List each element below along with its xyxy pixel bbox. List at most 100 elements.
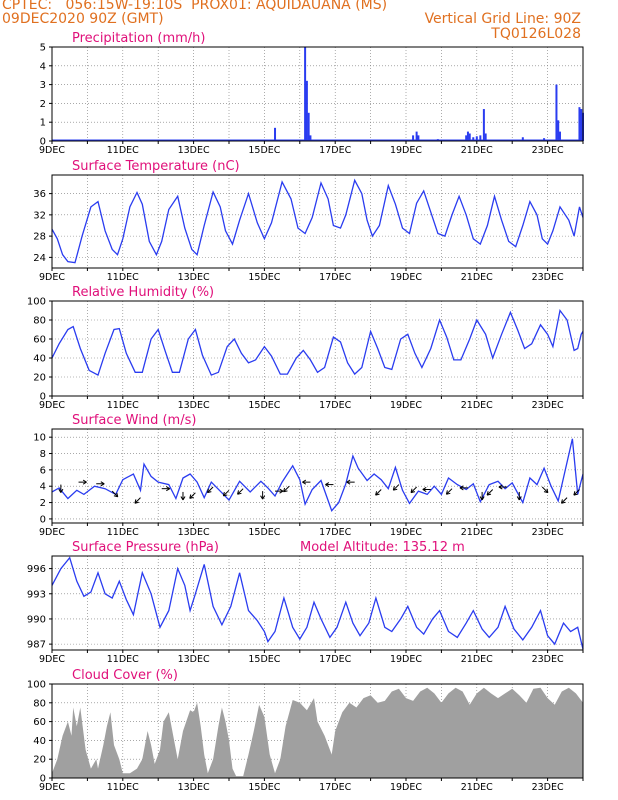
rh-xtick-label: 9DEC [39, 400, 65, 411]
wind-arrow [392, 484, 400, 491]
precip-bar [466, 131, 469, 141]
pres-xtick-label: 23DEC [532, 654, 564, 665]
rh-xtick-label: 19DEC [390, 400, 422, 411]
cloud-area [52, 687, 583, 778]
temp-xtick-label: 9DEC [39, 272, 65, 283]
wind-arrow [78, 479, 87, 485]
wind-arrow [260, 491, 266, 500]
wind-xtick-label: 17DEC [319, 527, 351, 538]
precip-bar [543, 138, 546, 141]
wind-arrow [560, 497, 568, 504]
cloud-ytick-label: 20 [33, 755, 46, 766]
wind-frame [51, 428, 584, 524]
wind-arrow [58, 484, 64, 493]
temp-ytick-label: 32 [33, 210, 46, 221]
wind-ytick-label: 0 [40, 514, 46, 525]
precip-ytick-label: 0 [40, 137, 46, 148]
wind-xtick-label: 13DEC [178, 527, 210, 538]
cloud-ytick-label: 80 [33, 698, 46, 709]
wind-arrow [498, 484, 507, 490]
precip-bar [274, 127, 277, 141]
rh-ytick-label: 100 [27, 297, 46, 308]
precip-xtick-label: 11DEC [107, 145, 139, 156]
precip-bar [578, 107, 581, 141]
cloud-xtick-label: 23DEC [532, 782, 564, 793]
pres-xtick-label: 15DEC [248, 654, 280, 665]
pres-title: Surface Pressure (hPa) [72, 540, 219, 555]
precip-title: Precipitation (mm/h) [72, 31, 205, 46]
precip-bar [309, 135, 312, 141]
precip-xtick-label: 19DEC [390, 145, 422, 156]
wind-arrow [516, 491, 522, 501]
rh-xtick-label: 17DEC [319, 400, 351, 411]
precip-ytick-label: 1 [40, 118, 46, 129]
cloud-frame [51, 683, 584, 779]
rh-ytick-label: 80 [33, 316, 46, 327]
wind-arrow [422, 486, 431, 492]
wind-ytick-label: 8 [40, 449, 46, 460]
precip-xtick-label: 17DEC [319, 145, 351, 156]
precip-bar [468, 133, 471, 141]
precip-bar [417, 135, 420, 141]
temp-xtick-label: 21DEC [461, 272, 493, 283]
pres-ytick-label: 990 [27, 614, 46, 625]
cloud-xtick-label: 21DEC [461, 782, 493, 793]
wind-arrow [346, 479, 355, 485]
precip-bar [484, 133, 487, 141]
pres-ytick-label: 987 [27, 640, 46, 651]
temp-xtick-label: 19DEC [390, 272, 422, 283]
wind-line [51, 438, 584, 512]
temp-line [51, 178, 584, 264]
precip-bar [472, 137, 475, 141]
pres-ytick-label: 993 [27, 589, 46, 600]
pres-line [51, 556, 584, 650]
precip-ytick-label: 3 [40, 80, 46, 91]
cloud-ytick-label: 0 [40, 774, 46, 785]
rh-ytick-label: 40 [33, 354, 46, 365]
pres-frame [51, 555, 584, 651]
precip-bar [475, 136, 478, 141]
wind-arrow [206, 486, 214, 494]
pres-xtick-label: 13DEC [178, 654, 210, 665]
temp-xtick-label: 23DEC [532, 272, 564, 283]
rh-title: Relative Humidity (%) [72, 285, 214, 300]
cloud-xtick-label: 11DEC [107, 782, 139, 793]
header-date-line: 09DEC2020 90Z (GMT) [2, 11, 164, 27]
wind-arrow [486, 489, 494, 496]
wind-xtick-label: 23DEC [532, 527, 564, 538]
wind-arrow [111, 490, 119, 498]
precip-bar [412, 135, 415, 141]
precip-bar [436, 139, 439, 141]
precip-bar [580, 109, 583, 141]
precip-xtick-label: 23DEC [532, 145, 564, 156]
wind-arrow [180, 491, 186, 501]
precip-bar [482, 109, 485, 141]
cloud-xtick-label: 19DEC [390, 782, 422, 793]
wind-xtick-label: 9DEC [39, 527, 65, 538]
rh-ytick-label: 0 [40, 392, 46, 403]
cloud-xtick-label: 9DEC [39, 782, 65, 793]
cloud-ytick-label: 100 [27, 680, 46, 691]
rh-xtick-label: 23DEC [532, 400, 564, 411]
wind-xtick-label: 19DEC [390, 527, 422, 538]
temp-ytick-label: 24 [33, 253, 46, 264]
temp-ytick-label: 28 [33, 232, 46, 243]
wind-ytick-label: 4 [40, 482, 46, 493]
rh-ytick-label: 20 [33, 373, 46, 384]
temp-xtick-label: 11DEC [107, 272, 139, 283]
wind-arrow [541, 486, 549, 494]
precip-bar [557, 120, 560, 141]
wind-xtick-label: 11DEC [107, 527, 139, 538]
rh-frame [51, 300, 584, 397]
wind-arrow [479, 491, 485, 501]
wind-arrow [325, 482, 334, 488]
rh-xtick-label: 13DEC [178, 400, 210, 411]
cloud-ytick-label: 40 [33, 736, 46, 747]
wind-arrow [459, 485, 468, 491]
wind-ytick-label: 6 [40, 465, 46, 476]
wind-xtick-label: 15DEC [248, 527, 280, 538]
pres-xtick-label: 17DEC [319, 654, 351, 665]
wind-ytick-label: 2 [40, 498, 46, 509]
pres-xtick-label: 21DEC [461, 654, 493, 665]
